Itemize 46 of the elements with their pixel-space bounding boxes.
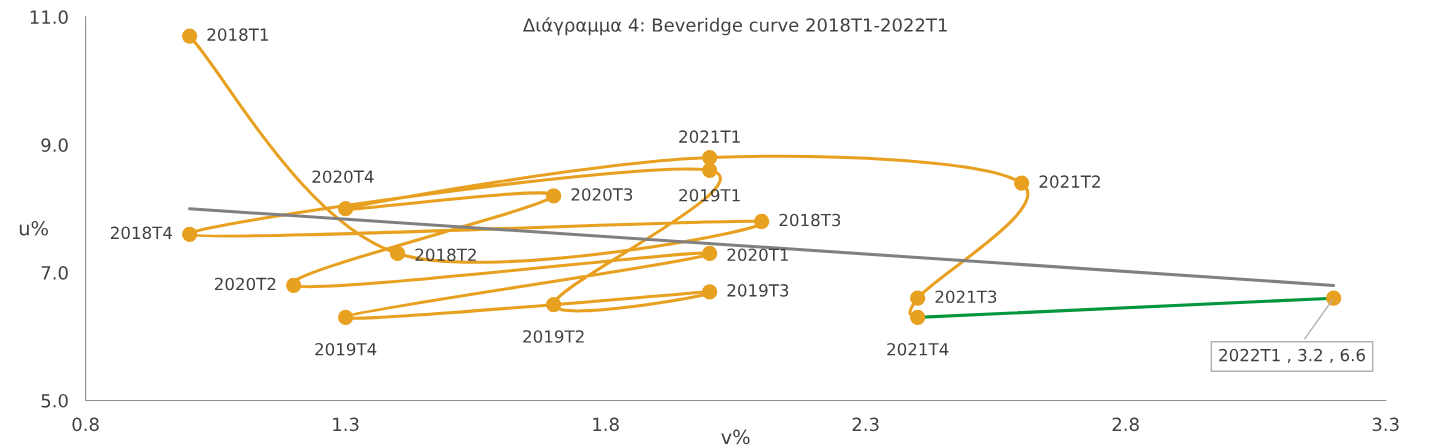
annotation: 2021T1 [679, 130, 740, 143]
annotation: 2018T1 [207, 28, 268, 41]
annotation: 2019T2 [523, 330, 584, 343]
point [181, 226, 198, 242]
point [702, 162, 718, 178]
x-tick-label: 0.8 [72, 417, 99, 432]
x-tick-label: 1.8 [593, 417, 619, 432]
annotation: 2019T3 [727, 284, 789, 297]
annotation: 2018T3 [779, 213, 841, 227]
point [337, 309, 354, 326]
point [285, 277, 302, 294]
point [1326, 290, 1342, 306]
point [702, 149, 718, 166]
annotation: 2021T2 [1039, 175, 1100, 188]
point [910, 290, 926, 306]
point [702, 245, 718, 262]
point [754, 213, 770, 230]
annotation: 2020T4 [312, 170, 374, 183]
x-tick-label: 1.3 [333, 417, 359, 432]
annotation: 2020T3 [571, 188, 633, 201]
point [181, 28, 198, 44]
annotation: 2018T4 [110, 226, 173, 240]
x-tick-label: 3.3 [1372, 417, 1399, 432]
annotation: 2022T1 , 3.2 , 6.6 [1219, 348, 1365, 364]
point [546, 188, 562, 204]
y-axis-title: u% [19, 220, 48, 236]
point [702, 284, 718, 300]
annotation: 2018T2 [415, 248, 476, 262]
point [910, 309, 926, 326]
x-axis-title: v% [721, 429, 750, 445]
annotation: 2020T1 [727, 248, 788, 262]
annotation: 2021T4 [887, 342, 949, 356]
y-tick-label: 5.0 [41, 393, 68, 408]
x-tick-label: 2.3 [852, 417, 879, 432]
x-tick-label: 2.8 [1112, 417, 1139, 432]
point [389, 245, 406, 262]
point [546, 296, 562, 313]
y-tick-label: 7.0 [41, 266, 68, 280]
point [1014, 175, 1030, 191]
y-tick-label: 9.0 [41, 138, 68, 152]
annotation: 2019T4 [315, 342, 377, 356]
annotation: 2021T3 [935, 290, 997, 304]
chart-title: Διάγραμμα 4: Beveridge curve 2018T1-2022T1 [522, 17, 947, 36]
y-tick-label: 11.0 [30, 10, 68, 25]
point [337, 201, 354, 217]
annotation: 2020T2 [214, 277, 276, 291]
